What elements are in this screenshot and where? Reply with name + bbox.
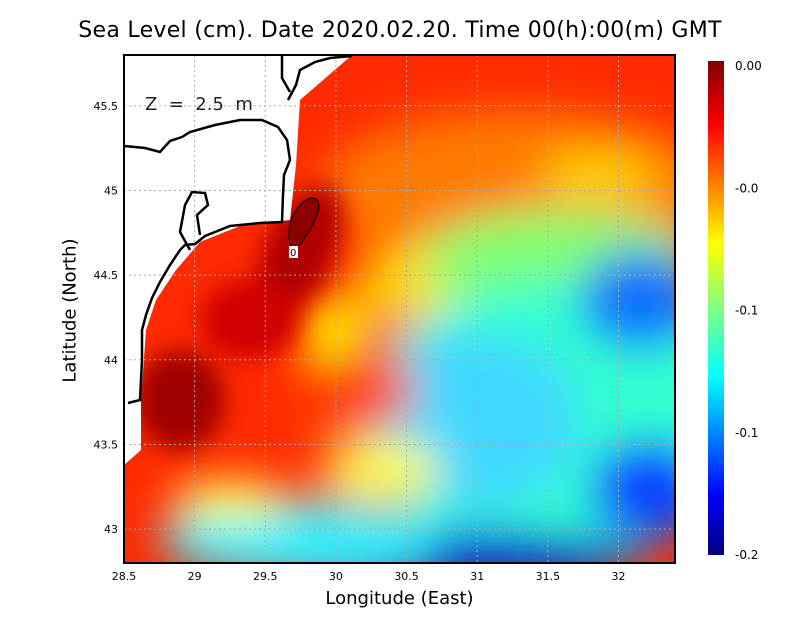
x-tick-label: 29.5 xyxy=(253,570,278,583)
sea-level-field xyxy=(124,55,675,563)
x-tick-label: 32 xyxy=(611,570,625,583)
coastline xyxy=(123,54,353,405)
land-mask xyxy=(124,55,352,465)
y-tick-label: 43.5 xyxy=(94,438,119,451)
x-tick-label: 30 xyxy=(329,570,343,583)
x-tick-label: 31 xyxy=(470,570,484,583)
colorbar-tick-label: -0.0 xyxy=(735,181,758,195)
chart-title: Sea Level (cm). Date 2020.02.20. Time 00… xyxy=(78,18,722,43)
colorbar-tick-label: 0.00 xyxy=(735,59,762,73)
colorbar-tick-label: -0.2 xyxy=(735,548,758,562)
colorbar xyxy=(708,61,724,555)
y-axis: 43 43.5 44 44.5 45 45.5 xyxy=(94,100,119,536)
x-tick-label: 28.5 xyxy=(112,570,137,583)
y-axis-label: Latitude (North) xyxy=(59,238,81,383)
x-tick-label: 30.5 xyxy=(394,570,419,583)
y-tick-label: 44 xyxy=(104,354,118,367)
plot-frame xyxy=(123,54,676,564)
colorbar-tick-label: -0.1 xyxy=(735,426,758,440)
y-tick-label: 43 xyxy=(104,523,118,536)
y-tick-label: 45.5 xyxy=(94,100,119,113)
colorbar-ticks: 0.00 -0.0 -0.1 -0.1 -0.2 xyxy=(735,59,762,562)
y-tick-label: 44.5 xyxy=(94,269,119,282)
y-tick-label: 45 xyxy=(104,184,118,197)
colorbar-tick-label: -0.1 xyxy=(735,304,758,318)
x-axis: 28.5 29 29.5 30 30.5 31 31.5 32 xyxy=(112,570,626,583)
x-tick-label: 29 xyxy=(188,570,202,583)
x-axis-label: Longitude (East) xyxy=(325,588,474,609)
grid-lines xyxy=(124,55,675,563)
contour-label-bg xyxy=(289,246,298,258)
x-tick-label: 31.5 xyxy=(536,570,561,583)
contour-label: 0 xyxy=(290,248,296,259)
contour-line-0 xyxy=(288,197,320,251)
depth-label: Z = 2.5 m xyxy=(145,94,253,115)
